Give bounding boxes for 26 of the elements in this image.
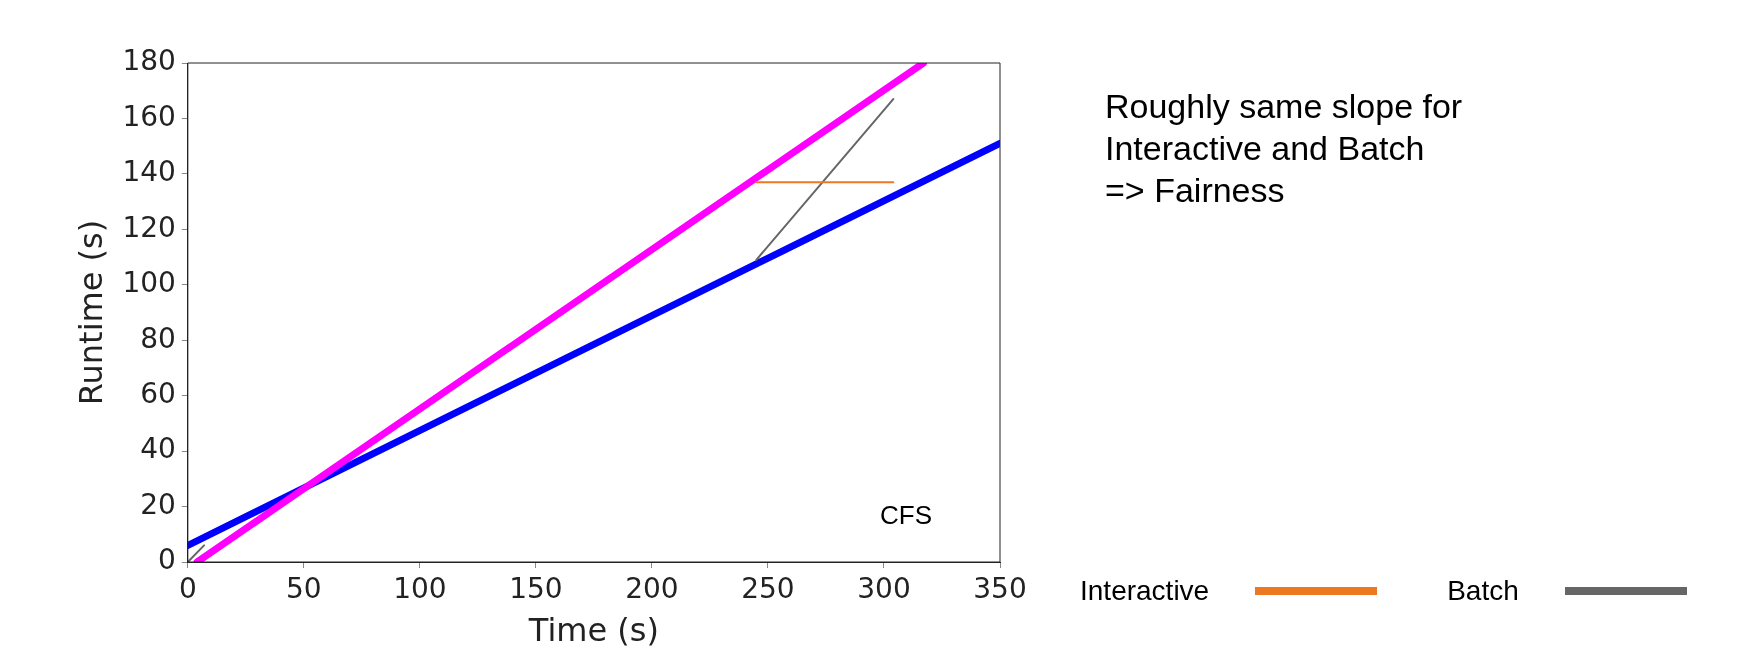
y-tick-label: 100 bbox=[122, 266, 176, 300]
y-axis-title: Runtime (s) bbox=[71, 219, 110, 406]
y-tick-label: 120 bbox=[122, 210, 176, 244]
x-tick-label: 300 bbox=[857, 572, 911, 606]
y-tick-label: 20 bbox=[140, 487, 176, 521]
text: Interactive and Batch bbox=[1105, 128, 1426, 169]
y-tick-label: 0 bbox=[158, 543, 176, 577]
x-tick-label: 100 bbox=[393, 572, 447, 606]
y-tick-label: 180 bbox=[122, 44, 176, 78]
x-tick-label: 350 bbox=[973, 572, 1027, 606]
x-tick-label: 250 bbox=[741, 572, 795, 606]
x-tick-label: 0 bbox=[178, 572, 197, 606]
x-tick-label: 150 bbox=[509, 572, 563, 606]
x-tick-label: 50 bbox=[286, 572, 322, 606]
y-tick-label: 80 bbox=[140, 321, 176, 355]
text: => Fairness bbox=[1105, 170, 1286, 211]
y-tick-label: 140 bbox=[122, 155, 176, 189]
x-tick-label: 200 bbox=[625, 572, 679, 606]
annotation: CFS bbox=[880, 500, 932, 531]
y-tick-label: 160 bbox=[122, 99, 176, 133]
legend-label: Batch bbox=[1447, 575, 1519, 607]
text: Roughly same slope for bbox=[1105, 86, 1463, 127]
x-axis-title: Time (s) bbox=[527, 611, 659, 650]
y-tick-label: 60 bbox=[140, 376, 176, 410]
y-tick-label: 40 bbox=[140, 432, 176, 466]
legend-label: Interactive bbox=[1080, 575, 1210, 607]
